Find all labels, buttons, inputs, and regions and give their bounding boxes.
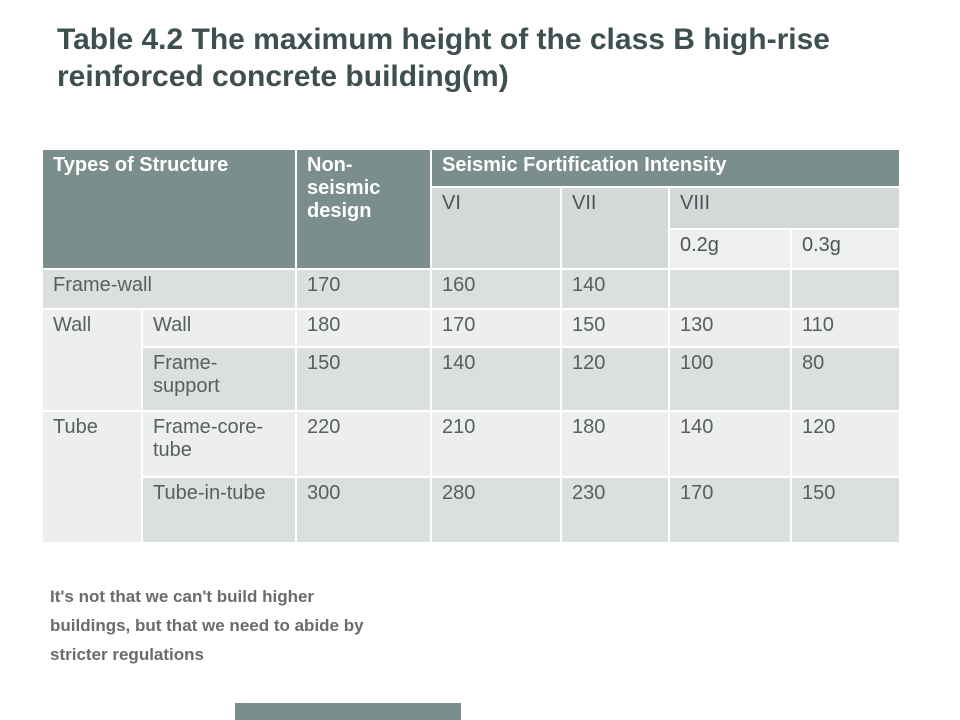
max-height-table: Types of Structure Non-seismic design Se… bbox=[41, 148, 901, 544]
table-row-wall-wall: Wall Wall 180 170 150 130 110 bbox=[41, 308, 901, 412]
row-label: Wall bbox=[141, 308, 297, 348]
header-intensity-vii: VII bbox=[560, 186, 670, 270]
value-cell bbox=[790, 268, 901, 310]
page-title: Table 4.2 The maximum height of the clas… bbox=[57, 23, 830, 93]
header-viii-03g: 0.3g bbox=[790, 228, 901, 270]
footer-accent-bar bbox=[235, 703, 461, 720]
value-cell: 160 bbox=[430, 268, 562, 310]
value-cell: 280 bbox=[430, 476, 562, 544]
value-cell: 140 bbox=[560, 268, 670, 310]
value-cell bbox=[668, 268, 792, 310]
value-cell: 140 bbox=[668, 410, 792, 478]
row-label-text: Frame-core-tube bbox=[153, 416, 264, 461]
footnote-text: It's not that we can't build higher buil… bbox=[50, 587, 364, 665]
value-cell: 130 bbox=[668, 308, 792, 348]
row-group-label: Wall bbox=[41, 308, 143, 412]
row-label-text: Tube-in-tube bbox=[153, 482, 266, 504]
value-cell: 120 bbox=[790, 410, 901, 478]
value-cell: 180 bbox=[295, 308, 432, 348]
table-row-frame-support: Frame-support 150 140 120 100 80 bbox=[42, 346, 901, 412]
header-non-seismic-design-label: Non-seismic design bbox=[307, 154, 381, 222]
value-cell: 100 bbox=[668, 346, 792, 412]
row-label: Frame-core-tube bbox=[141, 410, 297, 478]
table-row-frame-core-tube: Tube Frame-core-tube 220 210 180 140 120 bbox=[41, 410, 901, 544]
value-cell: 170 bbox=[668, 476, 792, 544]
value-cell: 300 bbox=[295, 476, 432, 544]
header-viii-02g: 0.2g bbox=[668, 228, 792, 270]
header-intensity-viii: VIII bbox=[668, 186, 901, 230]
value-cell: 150 bbox=[560, 308, 670, 348]
value-cell: 170 bbox=[295, 268, 432, 310]
value-cell: 110 bbox=[790, 308, 901, 348]
header-types-of-structure-label: Types of Structure bbox=[53, 154, 229, 176]
value-cell: 210 bbox=[430, 410, 562, 478]
header-types-of-structure: Types of Structure bbox=[41, 148, 297, 270]
header-intensity-vi: VI bbox=[430, 186, 562, 270]
value-cell: 80 bbox=[790, 346, 901, 412]
table-row-frame-wall: Frame-wall 170 160 140 bbox=[41, 268, 901, 310]
value-cell: 230 bbox=[560, 476, 670, 544]
value-cell: 150 bbox=[295, 346, 432, 412]
value-cell: 140 bbox=[430, 346, 562, 412]
value-cell: 120 bbox=[560, 346, 670, 412]
row-label: Frame-wall bbox=[41, 268, 297, 310]
value-cell: 220 bbox=[295, 410, 432, 478]
row-label: Frame-support bbox=[141, 346, 297, 412]
value-cell: 170 bbox=[430, 308, 562, 348]
table-row-tube-in-tube: Tube-in-tube 300 280 230 170 150 bbox=[42, 476, 901, 544]
header-non-seismic-design: Non-seismic design bbox=[295, 148, 432, 270]
row-group-label: Tube bbox=[41, 410, 143, 544]
value-cell: 180 bbox=[560, 410, 670, 478]
row-label-text: Frame-support bbox=[153, 352, 220, 397]
header-seismic-fortification-intensity: Seismic Fortification Intensity bbox=[430, 148, 901, 188]
header-seismic-fortification-intensity-label: Seismic Fortification Intensity bbox=[442, 154, 727, 176]
value-cell: 150 bbox=[790, 476, 901, 544]
row-label: Tube-in-tube bbox=[141, 476, 297, 544]
